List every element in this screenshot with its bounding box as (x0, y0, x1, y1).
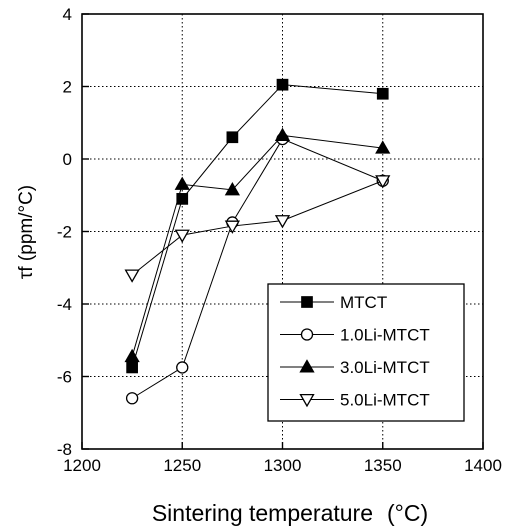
legend-item: 1.0Li-MTCT (280, 326, 430, 345)
legend-marker (300, 328, 314, 341)
y-tick-label: -6 (57, 368, 72, 387)
x-tick-label: 1200 (63, 456, 101, 475)
legend-label: MTCT (340, 293, 387, 312)
data-point (176, 193, 189, 205)
legend-marker (299, 359, 315, 373)
data-point (124, 269, 140, 283)
y-tick-label: 2 (63, 78, 72, 97)
legend-item: 3.0Li-MTCT (280, 358, 430, 377)
x-tick-label: 1300 (264, 456, 302, 475)
data-point (376, 87, 389, 100)
data-point (224, 182, 240, 196)
y-tick-label: 4 (63, 5, 72, 24)
y-tick-label: -4 (57, 295, 72, 314)
series-1 (126, 78, 389, 374)
legend-item: MTCT (280, 293, 387, 312)
x-tick-label: 1350 (364, 456, 402, 475)
y-tick-label: -8 (57, 440, 72, 459)
data-point (125, 392, 139, 405)
series-4 (124, 175, 391, 283)
legend-label: 3.0Li-MTCT (340, 358, 430, 377)
data-point (276, 78, 289, 91)
x-tick-label: 1250 (163, 456, 201, 475)
y-tick-label: 0 (63, 150, 72, 169)
data-point (124, 348, 140, 363)
series-3 (124, 127, 391, 363)
data-point (375, 140, 391, 154)
x-axis-title: Sintering temperature (°C) (152, 500, 428, 526)
data-point (224, 220, 240, 234)
legend-marker (299, 393, 315, 408)
data-point (226, 131, 239, 144)
data-point (274, 127, 291, 141)
legend-label: 5.0Li-MTCT (340, 391, 430, 410)
data-point (274, 215, 291, 229)
series-layer (124, 78, 391, 405)
x-tick-label: 1400 (464, 456, 502, 475)
data-point (174, 229, 190, 243)
legend-marker (301, 296, 313, 308)
legend: MTCT 1.0Li-MTCT 3.0Li-MTCT 5.0Li-MTCT (267, 283, 465, 422)
data-point (174, 176, 190, 190)
axis-ticks (81, 13, 484, 450)
legend-label: 1.0Li-MTCT (340, 326, 430, 345)
data-point (176, 361, 189, 374)
legend-item: 5.0Li-MTCT (280, 391, 430, 410)
legend-box (267, 283, 465, 422)
y-tick-label: -2 (57, 223, 72, 242)
data-point (126, 361, 138, 374)
data-point (375, 175, 391, 189)
y-axis-title: τf (ppm/°C) (16, 185, 37, 279)
axis-tick-labels: 1200 1250 1300 1350 1400 -8 -6 -4 -2 0 2 4 (57, 5, 502, 475)
